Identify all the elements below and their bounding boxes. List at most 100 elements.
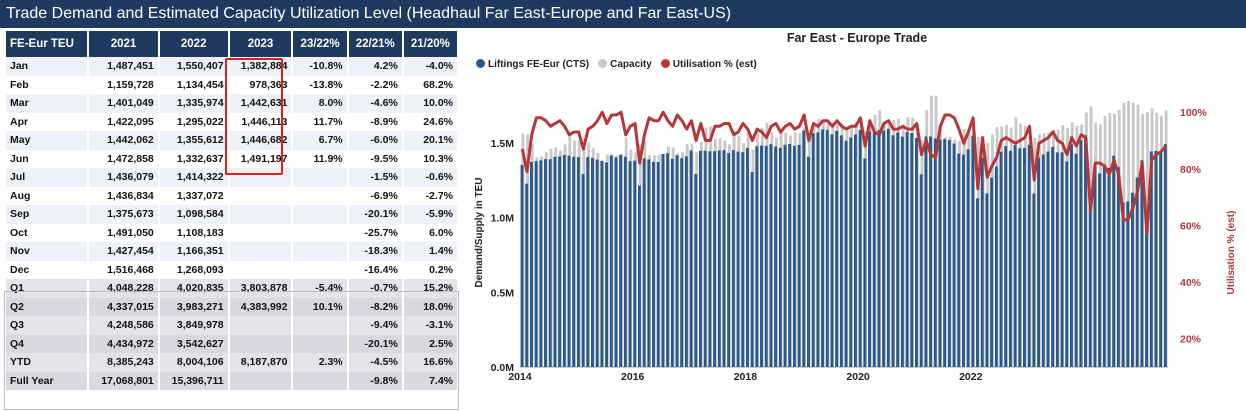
- table-row: Nov 1,427,454 1,166,351 -18.3% 1.4%: [6, 242, 457, 261]
- table-cell: 10.3%: [403, 149, 457, 168]
- liftings-bar: [745, 147, 749, 367]
- liftings-bar: [821, 129, 824, 367]
- table-cell: 1,436,834: [89, 186, 158, 205]
- table-cell: Q3: [6, 316, 88, 335]
- liftings-bar: [1135, 177, 1139, 367]
- table-cell: Nov: [6, 242, 88, 261]
- liftings-bar: [886, 128, 890, 367]
- table-row: Jan 1,487,451 1,550,407 1,382,884 -10.8% 4.2%…: [6, 57, 457, 76]
- liftings-bar: [1149, 151, 1153, 367]
- liftings-bar: [839, 135, 843, 367]
- table-row: Feb 1,159,728 1,134,454 978,363 -13.8% -2.2% 6…: [6, 75, 457, 94]
- liftings-bar: [947, 139, 951, 367]
- table-cell: -20.1%: [348, 334, 402, 353]
- table-cell: [293, 371, 347, 390]
- table-cell: 10.0%: [403, 94, 457, 113]
- liftings-bar: [900, 136, 904, 367]
- table-cell: [293, 205, 347, 224]
- table-cell: [293, 334, 347, 353]
- legend-utilisation-label: Utilisation % (est): [672, 59, 757, 70]
- table-cell: 68.2%: [403, 75, 457, 94]
- table-row: Q2 4,337,015 3,983,271 4,383,992 10.1% -8.2% 1…: [6, 297, 457, 316]
- liftings-bar: [708, 151, 712, 367]
- table-cell: -0.6%: [403, 168, 457, 187]
- liftings-bar: [980, 158, 984, 367]
- liftings-bar: [769, 144, 773, 367]
- y-tick-label: 0.0M: [491, 362, 515, 374]
- table-row: Full Year 17,068,801 15,396,711 -9.8% 7.4%: [6, 371, 457, 390]
- chart-area: Far East - Europe Trade Liftings FE-Eur …: [468, 28, 1246, 411]
- x-tick-label: 2022: [959, 371, 983, 383]
- liftings-bar: [1130, 192, 1134, 367]
- x-tick-label: 2014: [508, 371, 532, 383]
- table-cell: 1,098,584: [159, 205, 228, 224]
- table-cell: -1.5%: [348, 168, 402, 187]
- table-cell: Jul: [6, 168, 88, 187]
- table-cell: 3,983,271: [159, 297, 228, 316]
- liftings-bar: [1055, 152, 1059, 367]
- liftings-bar: [633, 160, 637, 367]
- table-cell: 1,427,454: [89, 242, 158, 261]
- liftings-bar: [1154, 150, 1158, 367]
- table-cell: -9.8%: [348, 371, 402, 390]
- table-cell: 4,048,228: [89, 279, 158, 298]
- table-cell: 10.1%: [293, 297, 347, 316]
- liftings-bar: [1018, 148, 1022, 367]
- table-row: Sep 1,375,673 1,098,584 -20.1% -5.9%: [6, 205, 457, 224]
- y2-tick-label: 100%: [1180, 107, 1208, 119]
- table-cell: 1,446,682: [229, 131, 292, 150]
- table-cell: 1,472,858: [89, 149, 158, 168]
- liftings-bar: [680, 158, 684, 367]
- table-row: Q3 4,248,586 3,849,978 -9.4% -3.1%: [6, 316, 457, 335]
- table-cell: 1,446,113: [229, 112, 292, 131]
- trade-table: FE-Eur TEU 2021 2022 2023 23/22% 22/21% …: [4, 31, 459, 390]
- table-cell: -4.6%: [348, 94, 402, 113]
- table-cell: 1,491,050: [89, 223, 158, 242]
- liftings-bar: [1102, 164, 1106, 367]
- header-2022: 2022: [159, 31, 228, 57]
- liftings-bar: [586, 157, 590, 367]
- table-cell: 1,442,062: [89, 131, 158, 150]
- liftings-bar: [684, 156, 688, 367]
- table-cell: 1,337,072: [159, 186, 228, 205]
- liftings-bar: [797, 144, 801, 367]
- liftings-bar: [698, 150, 702, 367]
- y-tick-label: 0.5M: [491, 287, 515, 299]
- table-cell: 3,803,878: [229, 279, 292, 298]
- liftings-bar: [1069, 144, 1073, 367]
- table-cell: Feb: [6, 75, 88, 94]
- liftings-bar: [853, 134, 857, 367]
- table-cell: 4,434,972: [89, 334, 158, 353]
- liftings-bar: [717, 150, 721, 367]
- x-tick-label: 2020: [846, 371, 870, 383]
- table-cell: 1,332,637: [159, 149, 228, 168]
- liftings-bar: [760, 145, 763, 367]
- table-cell: 1,550,407: [159, 57, 228, 76]
- y-axis-label: Demand/Supply in TEU: [474, 177, 485, 287]
- table-cell: 2.5%: [403, 334, 457, 353]
- table-cell: 1,375,673: [89, 205, 158, 224]
- table-cell: [229, 334, 292, 353]
- liftings-bar: [1093, 167, 1097, 367]
- table-cell: -13.8%: [293, 75, 347, 94]
- liftings-bar: [529, 161, 533, 367]
- liftings-bar: [976, 198, 979, 367]
- liftings-bar: [924, 136, 928, 367]
- liftings-bar: [1163, 144, 1167, 367]
- table-cell: Jun: [6, 149, 88, 168]
- y2-tick-label: 60%: [1180, 220, 1202, 232]
- liftings-bar: [581, 174, 585, 367]
- liftings-bar: [520, 164, 524, 367]
- table-header-row: FE-Eur TEU 2021 2022 2023 23/22% 22/21% …: [6, 31, 457, 57]
- table-row: Q1 4,048,228 4,020,835 3,803,878 -5.4% -0.7% 1…: [6, 279, 457, 298]
- liftings-bar: [741, 152, 745, 367]
- table-cell: 6.0%: [403, 223, 457, 242]
- table-cell: 4,020,835: [159, 279, 228, 298]
- table-cell: [229, 260, 292, 279]
- liftings-bar: [1041, 154, 1045, 367]
- table-cell: -10.8%: [293, 57, 347, 76]
- liftings-bar: [849, 137, 853, 367]
- header-23-22: 23/22%: [293, 31, 347, 57]
- table-cell: 11.7%: [293, 112, 347, 131]
- table-cell: Full Year: [6, 371, 88, 390]
